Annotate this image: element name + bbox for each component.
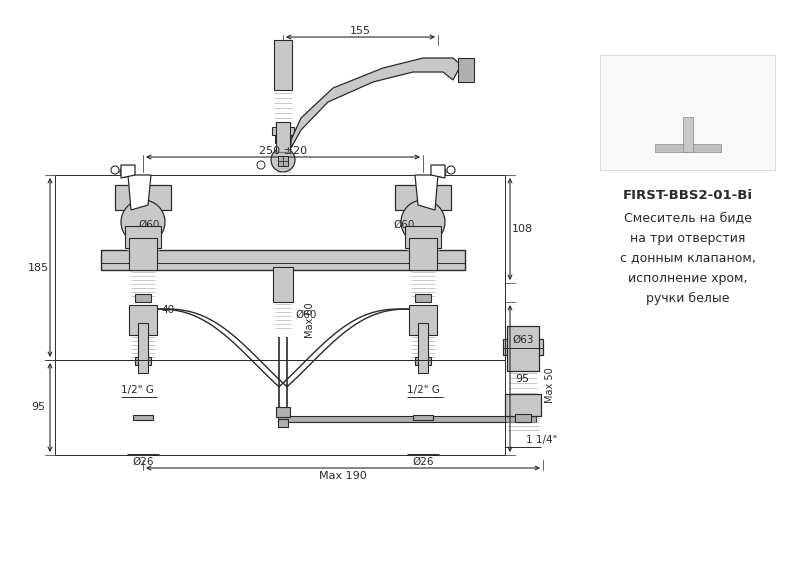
Circle shape bbox=[271, 148, 295, 172]
Bar bbox=[405, 226, 441, 248]
Circle shape bbox=[111, 166, 119, 174]
Text: FIRST-BBS2-01-Bi: FIRST-BBS2-01-Bi bbox=[623, 188, 753, 201]
Text: Ø60: Ø60 bbox=[393, 220, 414, 230]
Bar bbox=[129, 238, 157, 270]
Bar bbox=[275, 135, 291, 143]
Polygon shape bbox=[656, 128, 670, 152]
Bar bbox=[415, 294, 431, 302]
Bar bbox=[115, 185, 171, 210]
Bar bbox=[503, 339, 543, 355]
Bar bbox=[276, 122, 290, 152]
Text: исполнение хром,: исполнение хром, bbox=[628, 271, 748, 284]
Bar bbox=[600, 55, 775, 170]
Bar bbox=[272, 127, 294, 135]
Text: 185: 185 bbox=[27, 262, 49, 273]
Circle shape bbox=[120, 167, 130, 177]
Text: 1/2" G: 1/2" G bbox=[121, 385, 154, 395]
Circle shape bbox=[278, 59, 288, 69]
Bar bbox=[101, 250, 465, 270]
Bar bbox=[413, 415, 433, 420]
Bar bbox=[273, 267, 293, 302]
Polygon shape bbox=[431, 165, 445, 178]
Bar bbox=[683, 117, 693, 152]
Text: Ø60: Ø60 bbox=[138, 220, 159, 230]
Text: 95: 95 bbox=[31, 402, 45, 413]
Circle shape bbox=[121, 200, 165, 244]
Bar bbox=[458, 58, 474, 82]
Polygon shape bbox=[706, 128, 720, 152]
Text: Max 190: Max 190 bbox=[319, 471, 367, 481]
Text: 40: 40 bbox=[161, 305, 174, 315]
Polygon shape bbox=[128, 175, 151, 210]
Bar bbox=[274, 40, 292, 90]
Bar bbox=[135, 294, 151, 302]
Bar bbox=[133, 415, 153, 420]
Text: на три отверстия: на три отверстия bbox=[630, 232, 746, 245]
Circle shape bbox=[401, 200, 445, 244]
Text: ручки белые: ручки белые bbox=[646, 291, 730, 304]
Bar bbox=[507, 326, 539, 371]
Bar bbox=[278, 156, 288, 166]
Bar bbox=[125, 226, 161, 248]
Bar bbox=[276, 407, 290, 417]
Bar bbox=[135, 357, 151, 365]
Text: 95: 95 bbox=[515, 373, 529, 384]
Text: Смеситель на биде: Смеситель на биде bbox=[624, 212, 752, 225]
Bar bbox=[277, 66, 289, 78]
Polygon shape bbox=[415, 175, 438, 210]
Bar bbox=[395, 185, 451, 210]
Bar bbox=[138, 323, 148, 373]
Text: Ø26: Ø26 bbox=[412, 457, 434, 467]
Text: Max 50: Max 50 bbox=[545, 367, 555, 403]
Bar bbox=[655, 144, 721, 152]
Text: Max 60: Max 60 bbox=[305, 302, 315, 338]
Bar bbox=[515, 414, 531, 422]
Circle shape bbox=[257, 161, 265, 169]
Bar bbox=[409, 238, 437, 270]
Bar bbox=[278, 416, 536, 422]
Text: Ø26: Ø26 bbox=[132, 457, 154, 467]
Text: Ø60: Ø60 bbox=[295, 310, 316, 320]
Bar bbox=[505, 394, 541, 416]
Polygon shape bbox=[291, 58, 461, 148]
Text: 108: 108 bbox=[511, 224, 533, 234]
Text: с донным клапаном,: с донным клапаном, bbox=[620, 251, 756, 265]
Bar bbox=[418, 323, 428, 373]
Text: 155: 155 bbox=[350, 26, 371, 36]
Circle shape bbox=[436, 167, 446, 177]
Bar bbox=[129, 305, 157, 335]
Polygon shape bbox=[121, 165, 135, 178]
Text: 1 1/4": 1 1/4" bbox=[526, 435, 558, 445]
Bar bbox=[278, 419, 288, 427]
Circle shape bbox=[447, 166, 455, 174]
Bar bbox=[409, 305, 437, 335]
Circle shape bbox=[276, 45, 290, 59]
Bar bbox=[415, 357, 431, 365]
Text: Ø63: Ø63 bbox=[512, 335, 534, 345]
Text: 250 ±20: 250 ±20 bbox=[259, 146, 307, 156]
Text: 1/2" G: 1/2" G bbox=[407, 385, 440, 395]
